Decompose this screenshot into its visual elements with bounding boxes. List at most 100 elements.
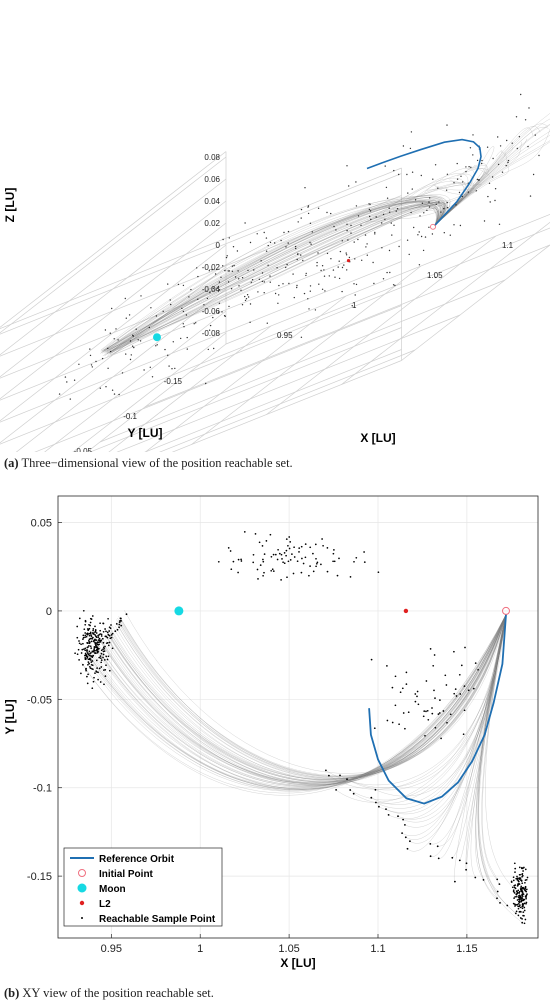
z-tick-label: -0.04 (202, 285, 221, 294)
sample-point (399, 691, 402, 694)
trajectory-line (99, 614, 507, 786)
sample-point-3d (384, 165, 386, 167)
sample-point (109, 637, 112, 640)
sample-point (95, 649, 98, 652)
sample-point-3d (278, 284, 280, 287)
sample-point (263, 571, 265, 574)
sample-point-3d (258, 278, 261, 280)
sample-point (97, 634, 99, 637)
sample-point-3d (296, 284, 298, 287)
sample-point (465, 862, 468, 865)
sample-point-3d (218, 289, 221, 291)
sample-point (111, 647, 114, 650)
sample-point (474, 876, 477, 879)
sample-point (387, 814, 390, 816)
trajectory-line (430, 614, 507, 857)
trajectory-line-3d (434, 167, 489, 226)
sample-point (514, 867, 517, 870)
sample-point (378, 805, 380, 808)
sample-point-3d (227, 281, 230, 283)
sample-point (514, 884, 517, 886)
sample-point-3d (171, 368, 173, 370)
sample-point-3d (341, 290, 343, 293)
reference-orbit-3d (366, 138, 482, 226)
sample-point-3d (244, 222, 246, 224)
caption-b-label: (b) (4, 986, 20, 1000)
sample-point-3d (197, 298, 199, 300)
sample-point (289, 559, 292, 561)
grid-line-z (15, 288, 227, 452)
sample-point-3d (429, 197, 431, 199)
sample-point (265, 540, 268, 542)
sample-point-3d (263, 281, 265, 283)
sample-point (96, 667, 98, 669)
sample-point-3d (182, 310, 185, 313)
sample-point (454, 880, 456, 883)
sample-point (78, 640, 80, 642)
sample-point (116, 628, 119, 631)
sample-point (107, 644, 110, 647)
sample-point-3d (435, 203, 437, 205)
sample-point-3d (374, 231, 376, 234)
sample-point (281, 558, 283, 560)
grid-line-y3d (189, 227, 550, 373)
sample-point (271, 568, 274, 571)
sample-point (525, 902, 527, 905)
box-edge (401, 244, 550, 361)
sample-point-3d (73, 379, 76, 381)
sample-point (516, 903, 519, 906)
trajectory-line-3d (434, 144, 514, 226)
sample-point-3d (208, 329, 211, 331)
sample-point (312, 570, 315, 573)
sample-point-3d (139, 340, 142, 342)
sample-point-3d (300, 217, 302, 219)
sample-point-3d (478, 179, 480, 181)
sample-point-3d (95, 360, 97, 363)
sample-point-3d (431, 233, 434, 235)
sample-point-3d (346, 229, 348, 232)
sample-point-3d (169, 299, 171, 301)
sample-point (88, 658, 91, 661)
sample-point (519, 917, 522, 919)
trajectory-line-3d (104, 202, 444, 355)
trajectory-bundle (81, 610, 527, 924)
sample-point-3d (440, 211, 442, 213)
sample-point-3d (343, 264, 345, 266)
sample-point (292, 572, 295, 575)
sample-point (93, 647, 96, 649)
sample-point-3d (177, 283, 180, 286)
sample-point (377, 571, 380, 574)
trajectory-line (116, 614, 507, 780)
sample-point (82, 609, 85, 612)
y-axis-label: Y [LU] (3, 699, 17, 734)
sample-point (431, 712, 434, 715)
sample-point (81, 648, 84, 651)
sample-point-3d (307, 298, 309, 300)
sample-point (422, 715, 425, 718)
sample-point-3d (420, 235, 423, 238)
trajectory-line-3d (101, 205, 439, 353)
sample-point-3d (186, 348, 188, 350)
sample-point (85, 667, 87, 670)
sample-point-3d (125, 353, 127, 355)
trajectory-line-3d (102, 200, 438, 351)
sample-point (521, 882, 524, 885)
trajectory-line-3d (107, 202, 445, 354)
sample-point (402, 712, 405, 714)
sample-point-3d (369, 210, 372, 212)
sample-point (82, 636, 85, 639)
sample-point (85, 655, 88, 657)
sample-point-3d (428, 206, 431, 208)
sample-point (518, 866, 521, 869)
sample-point (91, 667, 93, 670)
trajectory-line-3d (101, 202, 437, 351)
sample-point (105, 664, 107, 667)
sample-point-3d (408, 253, 410, 256)
trajectory-line-3d (106, 199, 443, 353)
trajectory-line-3d (106, 204, 444, 354)
trajectory-line (345, 614, 507, 791)
sample-point-3d (357, 238, 359, 241)
grid-line-z (0, 200, 227, 378)
sample-point (346, 778, 348, 781)
grid-line-z (0, 173, 402, 335)
